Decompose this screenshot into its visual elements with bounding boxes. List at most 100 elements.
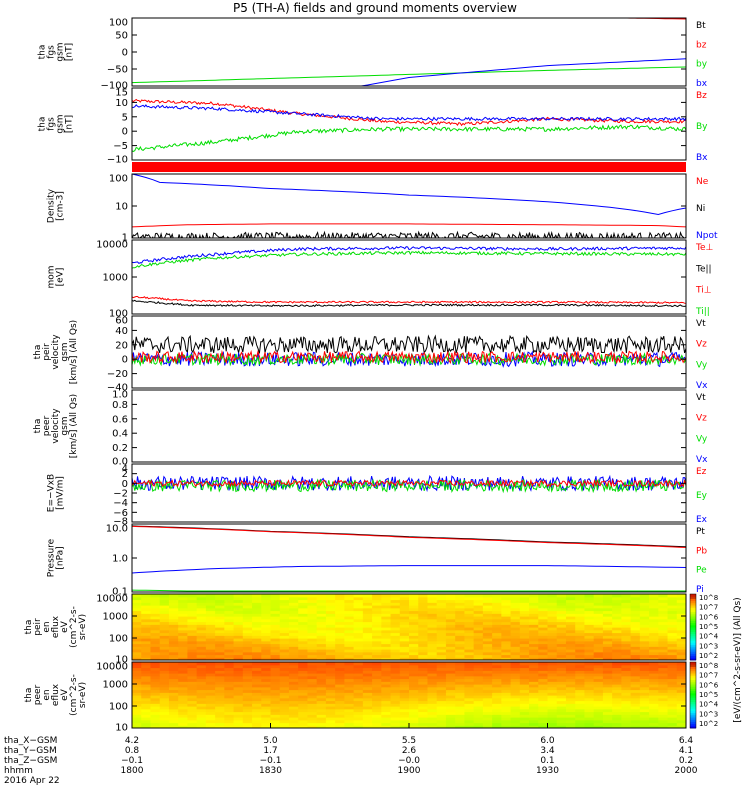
- colorbar-tick: 10^8: [699, 662, 718, 670]
- heatmap-cell: [492, 624, 502, 628]
- heatmap-cell: [492, 678, 502, 682]
- heatmap-cell: [565, 722, 576, 726]
- y-tick-label: 10: [115, 655, 128, 666]
- heatmap-cell: [353, 678, 364, 682]
- heatmap-cell: [132, 618, 142, 623]
- heatmap-cell: [612, 629, 622, 634]
- heatmap-cell: [455, 599, 465, 603]
- heatmap-cell: [141, 695, 152, 699]
- heatmap-cell: [205, 700, 216, 704]
- x-row-value: 1800: [121, 766, 144, 776]
- heatmap-cell: [344, 673, 355, 677]
- y-tick-label: −8: [113, 517, 128, 528]
- heatmap-cell: [612, 605, 622, 609]
- heatmap-cell: [298, 703, 309, 707]
- heatmap-cell: [445, 711, 456, 715]
- heatmap-cell: [159, 610, 170, 614]
- heatmap-cell: [132, 708, 142, 713]
- heatmap-cell: [409, 664, 419, 669]
- heatmap-cell: [261, 675, 272, 680]
- heatmap-cell: [575, 722, 586, 726]
- heatmap-cell: [159, 605, 170, 609]
- x-row-value: 0.1: [540, 756, 554, 766]
- heatmap-cell: [482, 602, 493, 606]
- colorbar-cell: [690, 616, 696, 619]
- heatmap-cell: [621, 719, 632, 724]
- heatmap-cell: [205, 692, 216, 696]
- heatmap-cell: [261, 686, 272, 691]
- y-tick-label: 1.0: [112, 390, 128, 401]
- heatmap-cell: [436, 708, 447, 713]
- heatmap-cell: [593, 640, 604, 645]
- heatmap-cell: [510, 621, 521, 625]
- heatmap-cell: [141, 714, 152, 718]
- heatmap-cell: [445, 673, 456, 677]
- colorbar-cell: [690, 638, 696, 641]
- heatmap-cell: [464, 635, 475, 639]
- heatmap-cell: [215, 673, 225, 677]
- heatmap-cell: [372, 678, 382, 682]
- heatmap-cell: [252, 605, 262, 609]
- heatmap-cell: [298, 635, 309, 639]
- x-row-label: hhmm: [4, 766, 33, 776]
- heatmap-cell: [196, 638, 207, 642]
- heatmap-cell: [288, 678, 299, 682]
- heatmap-cell: [630, 621, 641, 625]
- heatmap-cell: [279, 714, 290, 718]
- heatmap-cell: [409, 654, 419, 658]
- heatmap-cell: [132, 684, 142, 688]
- heatmap-cell: [196, 632, 207, 636]
- heatmap-cell: [233, 706, 244, 710]
- heatmap-cell: [538, 599, 549, 603]
- panel-frame: [131, 173, 687, 239]
- heatmap-cell: [602, 607, 613, 612]
- heatmap-cell: [621, 711, 632, 715]
- heatmap-cell: [639, 664, 650, 669]
- heatmap-cell: [187, 662, 198, 666]
- y-axis-label: [km/s] (All Qs): [69, 320, 79, 384]
- colorbar-cell: [690, 644, 696, 648]
- heatmap-cell: [630, 657, 641, 660]
- heatmap-cell: [187, 714, 198, 718]
- heatmap-cell: [519, 670, 530, 674]
- heatmap-cell: [621, 700, 632, 704]
- heatmap-cell: [445, 629, 456, 634]
- heatmap-cell: [381, 675, 392, 680]
- series-Ne: [132, 223, 686, 228]
- panel-content: [132, 98, 686, 152]
- heatmap-cell: [547, 673, 558, 677]
- heatmap-cell: [427, 605, 438, 609]
- heatmap-cell: [242, 594, 253, 598]
- series-Te⊥: [132, 296, 686, 305]
- heatmap-cell: [658, 635, 669, 639]
- legend-Bz: Bz: [696, 91, 707, 101]
- heatmap-cell: [445, 714, 456, 718]
- heatmap-cell: [427, 649, 438, 653]
- heatmap-cell: [621, 717, 632, 721]
- panel-frame: [131, 463, 687, 523]
- heatmap-cell: [464, 692, 475, 696]
- heatmap-cell: [565, 632, 576, 636]
- heatmap-cell: [584, 708, 595, 713]
- heatmap-cell: [288, 689, 299, 693]
- heatmap-cell: [556, 703, 567, 707]
- heatmap-cell: [344, 651, 355, 656]
- heatmap-cell: [676, 711, 686, 715]
- heatmap-cell: [372, 695, 382, 699]
- heatmap-cell: [399, 725, 410, 728]
- colorbar-frame: [689, 593, 697, 661]
- heatmap-cell: [575, 613, 586, 617]
- heatmap-cell: [455, 629, 465, 634]
- heatmap-cell: [307, 594, 318, 598]
- heatmap-cell: [593, 649, 604, 653]
- x-row-value: −0.1: [260, 756, 282, 766]
- colorbar-tick: 10^4: [699, 701, 719, 709]
- heatmap-cell: [621, 675, 632, 680]
- heatmap-cell: [298, 657, 309, 660]
- heatmap-cell: [224, 616, 235, 620]
- heatmap-cell: [205, 646, 216, 650]
- heatmap-cell: [649, 649, 659, 653]
- heatmap-cell: [667, 649, 678, 653]
- heatmap-cell: [501, 692, 512, 696]
- heatmap-cell: [602, 613, 613, 617]
